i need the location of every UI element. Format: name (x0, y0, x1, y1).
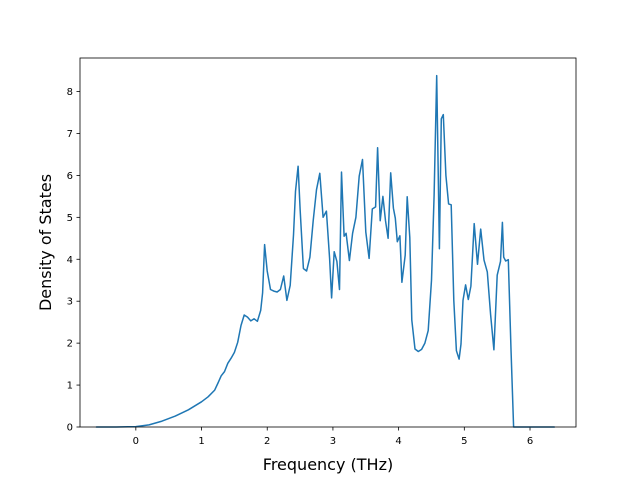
y-tick-label: 7 (67, 129, 73, 140)
x-tick-label: 4 (395, 436, 401, 447)
dos-series-line (95, 74, 556, 428)
y-tick-label: 0 (67, 423, 73, 434)
y-tick-label: 1 (67, 381, 73, 392)
y-tick-label: 5 (67, 213, 73, 224)
x-tick-label: 1 (198, 436, 204, 447)
y-tick-label: 8 (67, 87, 73, 98)
y-tick-label: 3 (67, 297, 73, 308)
x-tick-label: 2 (264, 436, 270, 447)
y-tick-label: 6 (67, 171, 73, 182)
y-tick-label: 4 (67, 255, 73, 266)
y-tick-label: 2 (67, 339, 73, 350)
x-tick-label: 6 (527, 436, 533, 447)
x-axis-label: Frequency (THz) (263, 455, 393, 474)
plot-frame (79, 57, 577, 428)
x-tick-label: 0 (133, 436, 139, 447)
y-axis-label: Density of States (36, 174, 55, 311)
tick-group: 0 1 2 3 4 5 6 0 1 2 3 4 5 6 7 8 (67, 87, 534, 447)
x-tick-label: 3 (330, 436, 336, 447)
x-tick-label: 5 (461, 436, 467, 447)
